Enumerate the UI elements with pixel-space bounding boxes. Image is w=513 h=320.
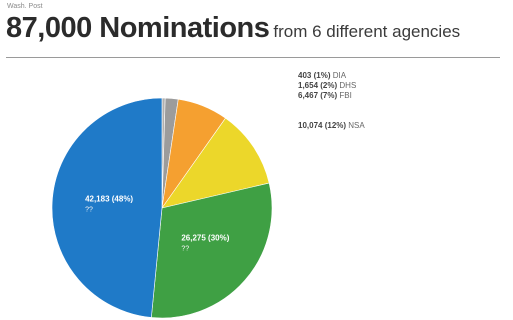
- pie-slice: [51, 97, 163, 318]
- legend-percent: (1%): [313, 71, 331, 80]
- legend-value: 6,467: [298, 91, 319, 100]
- legend-percent: (2%): [320, 81, 338, 90]
- slice-agency-label: ??: [85, 206, 93, 213]
- slice-data-label: 42,183 (48%): [85, 194, 133, 203]
- title-main: 87,000 Nominations: [6, 12, 270, 44]
- legend: 403 (1%) DIA 1,654 (2%) DHS 6,467 (7%) F…: [298, 71, 365, 131]
- slice-data-label: 26,275 (30%): [181, 233, 229, 242]
- legend-item-dhs: 1,654 (2%) DHS: [298, 81, 365, 91]
- title-underline: [6, 57, 500, 58]
- pie-slice-nsa: [161, 117, 270, 209]
- legend-agency: FBI: [339, 91, 352, 100]
- slice-agency-label: ??: [181, 245, 189, 252]
- pie-slice: [151, 182, 273, 319]
- legend-value: 1,654: [298, 81, 319, 90]
- title-subtitle: from 6 different agencies: [273, 22, 461, 41]
- legend-item-fbi: 6,467 (7%) FBI: [298, 91, 365, 101]
- legend-percent: (12%): [324, 121, 347, 130]
- legend-value: 10,074: [298, 121, 323, 130]
- legend-item-dia: 403 (1%) DIA: [298, 71, 365, 81]
- legend-agency: DIA: [332, 71, 347, 80]
- legend-percent: (7%): [320, 91, 338, 100]
- chart-title: 87,000 Nominations from 6 different agenc…: [6, 12, 506, 45]
- legend-agency: NSA: [348, 121, 365, 130]
- legend-item-nsa: 10,074 (12%) NSA: [298, 121, 365, 131]
- source-note: Wash. Post: [7, 3, 43, 10]
- legend-value: 403: [298, 71, 312, 80]
- legend-agency: DHS: [339, 81, 357, 90]
